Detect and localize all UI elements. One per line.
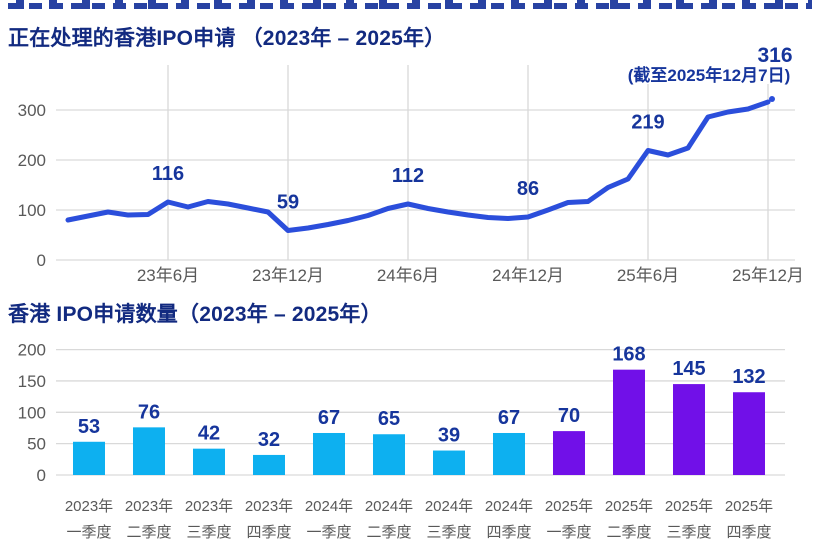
- bar-value-label: 145: [672, 358, 705, 380]
- x-tick-label: 23年6月: [137, 266, 199, 285]
- bar-value-label: 67: [498, 407, 520, 429]
- x-category-year: 2025年: [545, 498, 593, 515]
- x-category-quarter: 四季度: [486, 524, 531, 541]
- x-tick-label: 23年12月: [252, 266, 324, 285]
- y-tick-label: 0: [37, 251, 46, 270]
- x-category-year: 2024年: [485, 498, 533, 515]
- clipped-text-fragments: [8, 0, 812, 9]
- line-chart: 0 100 200 300 23年6月 23年12月 24年6月 24年12月 25年6月 25年…: [18, 38, 814, 285]
- x-category-quarter: 二季度: [366, 524, 411, 541]
- bar-chart: 050100150200532023年一季度762023年二季度422023年三…: [18, 341, 785, 541]
- bar: [133, 427, 165, 475]
- y-tick-label: 0: [37, 466, 46, 485]
- bar-value-label: 39: [438, 425, 460, 447]
- point-label: 112: [392, 165, 424, 187]
- bar: [73, 441, 105, 475]
- x-category-year: 2025年: [665, 498, 713, 515]
- bar: [253, 454, 285, 475]
- bar-value-label: 168: [612, 344, 645, 366]
- point-label: 219: [631, 112, 664, 134]
- bar-value-label: 42: [198, 423, 220, 445]
- x-category-quarter: 二季度: [126, 524, 171, 541]
- x-category-year: 2023年: [245, 498, 293, 515]
- point-label: 116: [152, 163, 184, 185]
- x-tick-label: 25年6月: [617, 266, 679, 285]
- x-tick-label: 24年6月: [377, 266, 439, 285]
- end-value-label: 316: [757, 44, 792, 67]
- bar-value-label: 70: [558, 405, 580, 427]
- bar: [673, 384, 705, 475]
- y-tick-label: 200: [18, 341, 46, 360]
- line-end-marker: [769, 96, 775, 102]
- bar: [733, 392, 765, 475]
- x-tick-label: 25年12月: [732, 266, 804, 285]
- x-category-year: 2024年: [305, 498, 353, 515]
- annotation-backdrop: [596, 38, 814, 84]
- x-category-quarter: 三季度: [186, 524, 231, 541]
- bar: [193, 448, 225, 475]
- x-category-quarter: 一季度: [546, 524, 591, 541]
- bar-value-label: 65: [378, 408, 400, 430]
- bar-value-label: 132: [732, 366, 765, 388]
- x-category-quarter: 四季度: [726, 524, 771, 541]
- bar-value-label: 32: [258, 429, 280, 451]
- x-category-quarter: 一季度: [306, 524, 351, 541]
- x-category-year: 2023年: [125, 498, 173, 515]
- bar-value-label: 53: [78, 416, 100, 438]
- y-tick-label: 100: [18, 201, 46, 220]
- x-category-year: 2025年: [725, 498, 773, 515]
- point-label: 86: [517, 178, 539, 200]
- x-category-year: 2023年: [65, 498, 113, 515]
- y-tick-label: 200: [18, 151, 46, 170]
- x-category-year: 2025年: [605, 498, 653, 515]
- bar: [553, 431, 585, 475]
- bar-value-label: 76: [138, 401, 160, 423]
- bar-chart-title: 香港 IPO申请数量（2023年 – 2025年）: [8, 303, 382, 326]
- x-category-year: 2024年: [365, 498, 413, 515]
- y-tick-label: 300: [18, 101, 46, 120]
- x-category-year: 2024年: [425, 498, 473, 515]
- x-category-quarter: 二季度: [606, 524, 651, 541]
- y-tick-label: 150: [18, 372, 46, 391]
- bar: [313, 432, 345, 475]
- x-category-quarter: 一季度: [66, 524, 111, 541]
- bar: [433, 450, 465, 475]
- y-tick-label: 100: [18, 403, 46, 422]
- x-category-quarter: 三季度: [426, 524, 471, 541]
- bar: [493, 432, 525, 475]
- y-tick-label: 50: [27, 435, 46, 454]
- x-tick-label: 24年12月: [492, 266, 564, 285]
- bar: [373, 434, 405, 475]
- x-category-year: 2023年: [185, 498, 233, 515]
- bar-value-label: 67: [318, 407, 340, 429]
- x-category-quarter: 四季度: [246, 524, 291, 541]
- bar: [613, 369, 645, 475]
- point-label: 59: [277, 192, 299, 214]
- x-category-quarter: 三季度: [666, 524, 711, 541]
- end-note-label: (截至2025年12月7日): [628, 65, 791, 85]
- line-chart-title: 正在处理的香港IPO申请 （2023年 – 2025年）: [8, 27, 446, 50]
- ipo-pipeline-line: [65, 99, 771, 233]
